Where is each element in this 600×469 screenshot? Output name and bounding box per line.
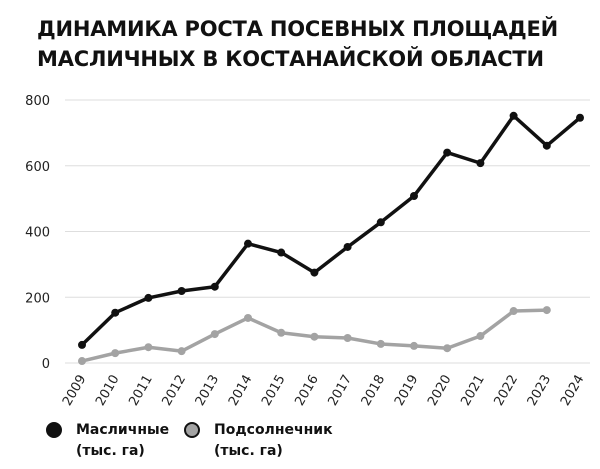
legend-label-sunflower-name: Подсолнечник	[214, 422, 333, 438]
x-tick-label-2023: 2023	[525, 373, 555, 409]
data-point-oilseeds-2014	[244, 239, 252, 248]
data-point-oilseeds-2015	[277, 248, 286, 257]
x-tick-label-2021: 2021	[458, 373, 488, 409]
chart-title-line-2: МАСЛИЧНЫХ В КОСТАНАЙСКОЙ ОБЛАСТИ	[37, 47, 544, 71]
data-point-oilseeds-2024	[576, 113, 584, 122]
data-point-sunflower-2014	[244, 313, 252, 322]
x-tick-label-2019: 2019	[392, 373, 422, 409]
data-point-sunflower-2020	[443, 344, 452, 353]
y-tick-label-400: 400	[25, 226, 50, 241]
data-point-sunflower-2012	[177, 347, 186, 356]
x-tick-label-2014: 2014	[226, 373, 256, 409]
x-tick-label-2016: 2016	[292, 373, 322, 409]
data-point-oilseeds-2017	[343, 242, 352, 251]
chart-title-line-1: ДИНАМИКА РОСТА ПОСЕВНЫХ ПЛОЩАДЕЙ	[37, 17, 559, 41]
data-point-oilseeds-2012	[177, 287, 186, 296]
legend-marker-oilseeds	[46, 422, 62, 438]
data-point-oilseeds-2022	[509, 111, 518, 120]
legend: Масличные (тыс. га) Подсолнечник (тыс. г…	[0, 420, 600, 468]
series-line-oilseeds	[80, 114, 582, 347]
data-point-sunflower-2009	[78, 357, 86, 366]
data-point-sunflower-2018	[376, 339, 385, 348]
legend-label-sunflower: Подсолнечник (тыс. га)	[214, 420, 333, 462]
x-tick-label-2013: 2013	[193, 373, 223, 409]
legend-label-oilseeds-unit: (тыс. га)	[76, 443, 145, 459]
data-point-oilseeds-2020	[443, 148, 452, 157]
y-tick-label-0: 0	[42, 357, 50, 372]
data-point-sunflower-2022	[509, 307, 518, 316]
legend-label-sunflower-unit: (тыс. га)	[214, 443, 283, 459]
y-tick-label-600: 600	[25, 160, 50, 175]
data-point-sunflower-2021	[476, 332, 485, 341]
x-tick-label-2024: 2024	[558, 373, 588, 409]
data-point-sunflower-2019	[410, 341, 418, 350]
x-tick-label-2012: 2012	[160, 373, 190, 409]
data-point-oilseeds-2023	[542, 141, 551, 150]
data-point-sunflower-2016	[310, 332, 319, 341]
x-tick-label-2011: 2011	[126, 373, 156, 409]
data-point-oilseeds-2016	[310, 268, 319, 277]
y-tick-label-800: 800	[25, 94, 50, 109]
legend-label-oilseeds-name: Масличные	[76, 422, 170, 438]
data-point-sunflower-2015	[277, 328, 286, 337]
data-point-sunflower-2017	[343, 334, 352, 343]
data-point-oilseeds-2021	[476, 159, 485, 168]
x-tick-label-2020: 2020	[425, 373, 455, 409]
x-tick-label-2022: 2022	[492, 373, 522, 409]
data-point-oilseeds-2013	[210, 282, 219, 291]
data-point-sunflower-2011	[144, 343, 153, 352]
data-point-oilseeds-2009	[78, 340, 86, 349]
legend-marker-sunflower	[184, 422, 200, 438]
chart-title: ДИНАМИКА РОСТА ПОСЕВНЫХ ПЛОЩАДЕЙ МАСЛИЧН…	[37, 14, 587, 74]
x-tick-label-2009: 2009	[60, 373, 90, 409]
data-point-oilseeds-2018	[376, 218, 385, 227]
data-point-sunflower-2023	[542, 306, 551, 315]
x-tick-label-2017: 2017	[326, 373, 356, 409]
data-point-oilseeds-2011	[144, 293, 153, 302]
data-point-oilseeds-2010	[111, 308, 120, 317]
x-tick-label-2010: 2010	[93, 373, 123, 409]
x-tick-label-2015: 2015	[259, 373, 289, 409]
data-point-sunflower-2010	[111, 349, 120, 358]
data-point-oilseeds-2019	[410, 191, 418, 200]
data-point-sunflower-2013	[210, 330, 219, 339]
legend-label-oilseeds: Масличные (тыс. га)	[76, 420, 169, 462]
x-tick-label-2018: 2018	[359, 373, 389, 409]
y-tick-label-200: 200	[25, 291, 50, 306]
